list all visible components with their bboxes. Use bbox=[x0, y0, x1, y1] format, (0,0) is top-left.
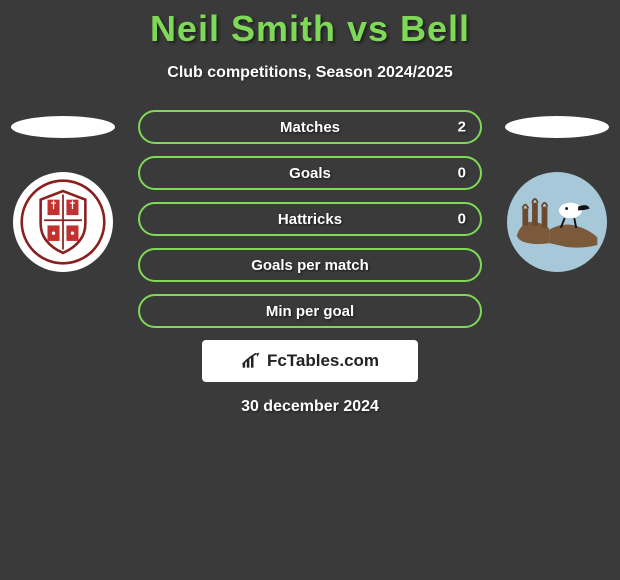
chart-icon bbox=[241, 352, 261, 370]
stat-right-value: 0 bbox=[458, 211, 466, 228]
stats-list: Matches 2 Goals 0 Hattricks 0 Goals per … bbox=[138, 110, 482, 328]
stat-label: Matches bbox=[280, 119, 340, 136]
player-left-marker bbox=[11, 116, 115, 138]
page-title: Neil Smith vs Bell bbox=[0, 0, 620, 50]
stat-row-goals: Goals 0 bbox=[138, 156, 482, 190]
branding-bar: FcTables.com bbox=[202, 340, 418, 382]
generation-date: 30 december 2024 bbox=[0, 398, 620, 416]
stat-row-matches: Matches 2 bbox=[138, 110, 482, 144]
stat-right-value: 2 bbox=[458, 119, 466, 136]
stat-row-hattricks: Hattricks 0 bbox=[138, 202, 482, 236]
crest-right-badge bbox=[509, 174, 605, 270]
crest-left-badge bbox=[20, 179, 106, 265]
stat-label: Hattricks bbox=[278, 211, 342, 228]
stat-row-min-per-goal: Min per goal bbox=[138, 294, 482, 328]
player-right-marker bbox=[505, 116, 609, 138]
player-left-column bbox=[8, 110, 118, 272]
branding-text: FcTables.com bbox=[267, 351, 379, 371]
comparison-content: Matches 2 Goals 0 Hattricks 0 Goals per … bbox=[0, 110, 620, 416]
stat-row-goals-per-match: Goals per match bbox=[138, 248, 482, 282]
subtitle: Club competitions, Season 2024/2025 bbox=[0, 64, 620, 82]
stat-right-value: 0 bbox=[458, 165, 466, 182]
club-crest-left bbox=[13, 172, 113, 272]
stat-label: Goals bbox=[289, 165, 331, 182]
club-crest-right bbox=[507, 172, 607, 272]
stat-label: Min per goal bbox=[266, 303, 354, 320]
stat-label: Goals per match bbox=[251, 257, 369, 274]
player-right-column bbox=[502, 110, 612, 272]
